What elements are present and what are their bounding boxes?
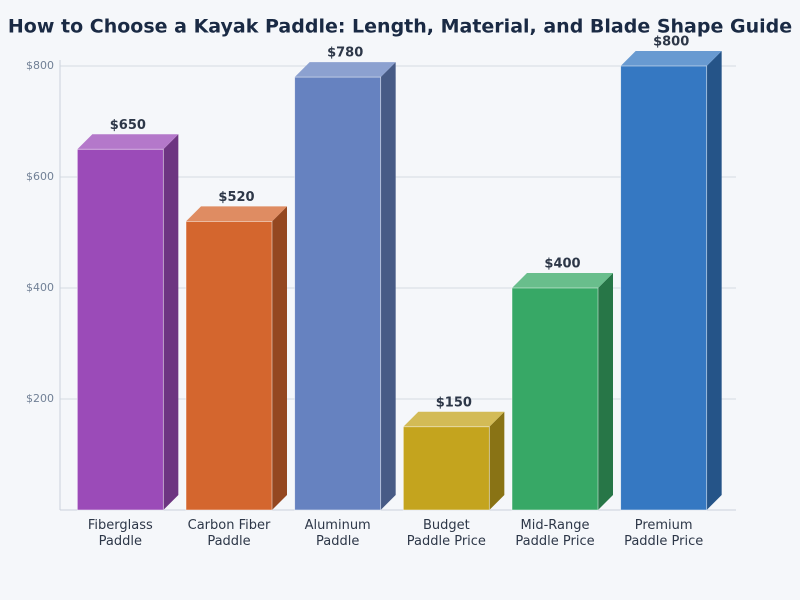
y-tick-label: $200 bbox=[26, 392, 54, 405]
x-tick-label: Carbon Fiber Paddle bbox=[187, 518, 271, 549]
value-label: $780 bbox=[327, 46, 363, 61]
bar bbox=[185, 220, 273, 511]
x-tick-label: Premium Paddle Price bbox=[624, 518, 704, 549]
y-tick-label: $800 bbox=[26, 59, 54, 72]
bar-top bbox=[620, 51, 722, 66]
value-label: $800 bbox=[653, 35, 689, 50]
value-label: $520 bbox=[218, 190, 254, 205]
bar-top bbox=[294, 62, 396, 78]
x-tick-label: Mid-Range Paddle Price bbox=[515, 518, 595, 549]
bar bbox=[294, 76, 382, 511]
bar-side bbox=[272, 206, 287, 510]
bar-side bbox=[598, 273, 613, 510]
bar-top bbox=[77, 134, 179, 150]
x-tick-label: Budget Paddle Price bbox=[406, 518, 486, 549]
x-tick-label: Fiberglass Paddle bbox=[87, 518, 153, 549]
x-tick-label: Aluminum Paddle bbox=[304, 518, 371, 549]
bar bbox=[511, 287, 599, 511]
bar-side bbox=[489, 411, 505, 510]
bar bbox=[76, 148, 164, 511]
bar-side bbox=[380, 62, 396, 510]
value-label: $150 bbox=[436, 395, 472, 410]
bar-top bbox=[512, 273, 613, 288]
bar bbox=[620, 65, 708, 511]
bar bbox=[402, 426, 490, 511]
bar-top bbox=[403, 411, 505, 427]
bar-side bbox=[706, 51, 722, 510]
bar-side bbox=[163, 134, 179, 510]
bar-top bbox=[186, 206, 287, 222]
value-label: $650 bbox=[110, 118, 146, 133]
y-tick-label: $400 bbox=[26, 281, 54, 294]
value-label: $400 bbox=[544, 257, 580, 272]
chart-title: How to Choose a Kayak Paddle: Length, Ma… bbox=[8, 16, 792, 38]
y-tick-label: $600 bbox=[26, 170, 54, 183]
